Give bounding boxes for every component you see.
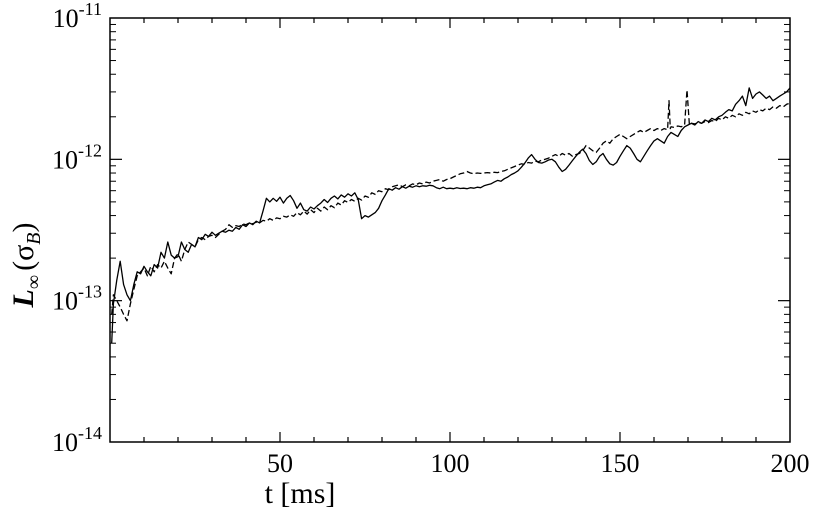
x-axis-title: t [ms]: [265, 477, 336, 509]
y-tick-label-exponent: -11: [79, 0, 102, 19]
y-axis-title-unit-subscript: B: [23, 233, 45, 245]
y-tick-label: 10-13: [52, 282, 102, 316]
y-axis-title-symbol: L: [7, 289, 40, 308]
y-axis-title-unit: (σ: [7, 245, 40, 271]
x-tick-label: 50: [267, 449, 293, 478]
y-axis-title-unit-close: ): [7, 223, 40, 233]
y-tick-label-base: 10: [52, 145, 78, 174]
plot-layer: [111, 87, 791, 344]
x-tick-label: 200: [771, 449, 810, 478]
y-tick-label-base: 10: [52, 428, 78, 457]
x-tick-label: 100: [431, 449, 470, 478]
y-axis-title-subscript: ∞: [23, 275, 45, 289]
x-tick-label: 150: [601, 449, 640, 478]
plot-frame: [109, 17, 791, 443]
series-line-solid: [111, 87, 791, 344]
y-tick-label: 10-14: [52, 423, 102, 457]
y-tick-label: 10-11: [53, 0, 102, 33]
y-axis-title: L∞ (σB): [7, 223, 45, 309]
y-tick-label-exponent: -14: [78, 423, 102, 443]
y-tick-label-exponent: -13: [78, 282, 102, 302]
y-tick-label-base: 10: [53, 4, 79, 33]
y-tick-label-base: 10: [52, 287, 78, 316]
y-tick-label-exponent: -12: [78, 140, 102, 160]
y-tick-label: 10-12: [52, 140, 102, 174]
series-line-dashed: [111, 89, 791, 322]
